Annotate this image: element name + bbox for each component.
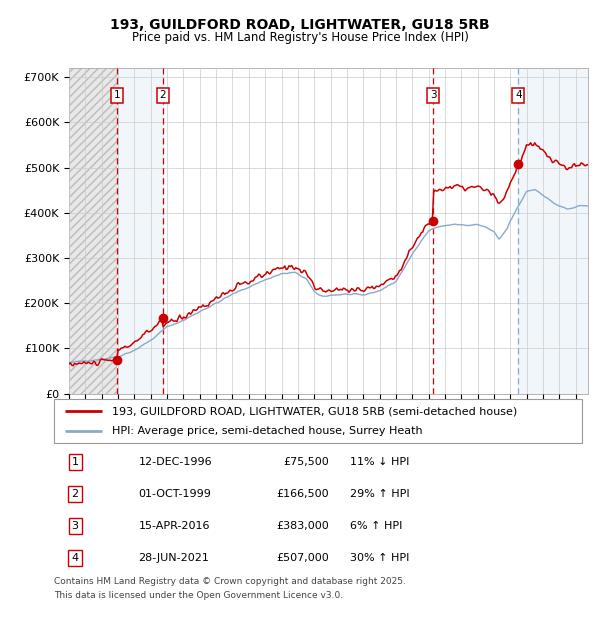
Text: £383,000: £383,000 [276,521,329,531]
Text: £75,500: £75,500 [283,458,329,467]
Text: 4: 4 [515,91,521,100]
Text: 12-DEC-1996: 12-DEC-1996 [139,458,212,467]
Text: 4: 4 [71,552,79,562]
Text: 11% ↓ HPI: 11% ↓ HPI [350,458,409,467]
Text: 2: 2 [160,91,166,100]
Text: 193, GUILDFORD ROAD, LIGHTWATER, GU18 5RB (semi-detached house): 193, GUILDFORD ROAD, LIGHTWATER, GU18 5R… [112,406,517,416]
Text: HPI: Average price, semi-detached house, Surrey Heath: HPI: Average price, semi-detached house,… [112,426,423,436]
Text: 28-JUN-2021: 28-JUN-2021 [139,552,209,562]
Text: 01-OCT-1999: 01-OCT-1999 [139,489,211,499]
Text: 3: 3 [430,91,437,100]
Text: 6% ↑ HPI: 6% ↑ HPI [350,521,402,531]
Text: 30% ↑ HPI: 30% ↑ HPI [350,552,409,562]
Text: 1: 1 [114,91,121,100]
Text: Contains HM Land Registry data © Crown copyright and database right 2025.: Contains HM Land Registry data © Crown c… [54,577,406,586]
Text: £166,500: £166,500 [276,489,329,499]
Text: 29% ↑ HPI: 29% ↑ HPI [350,489,409,499]
Bar [69,68,117,394]
Text: 2: 2 [71,489,79,499]
Bar [117,68,163,394]
Text: This data is licensed under the Open Government Licence v3.0.: This data is licensed under the Open Gov… [54,591,343,600]
Text: £507,000: £507,000 [276,552,329,562]
Text: 193, GUILDFORD ROAD, LIGHTWATER, GU18 5RB: 193, GUILDFORD ROAD, LIGHTWATER, GU18 5R… [110,18,490,32]
Bar [518,68,588,394]
Text: 15-APR-2016: 15-APR-2016 [139,521,210,531]
Text: 3: 3 [71,521,79,531]
Text: Price paid vs. HM Land Registry's House Price Index (HPI): Price paid vs. HM Land Registry's House … [131,31,469,43]
Text: 1: 1 [71,458,79,467]
